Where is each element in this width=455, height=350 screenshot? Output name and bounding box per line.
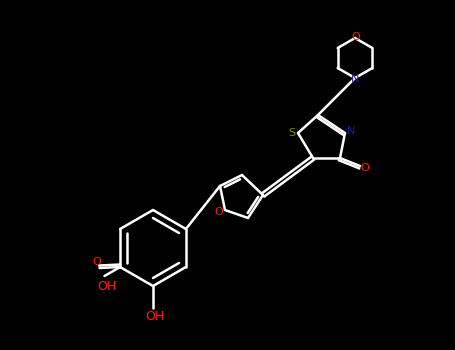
Text: O: O bbox=[361, 163, 369, 173]
Text: N: N bbox=[347, 126, 355, 136]
Text: OH: OH bbox=[97, 280, 116, 293]
Text: O: O bbox=[352, 32, 360, 42]
Text: OH: OH bbox=[146, 309, 165, 322]
Text: N: N bbox=[351, 74, 359, 84]
Text: O: O bbox=[92, 257, 101, 267]
Text: S: S bbox=[288, 128, 296, 138]
Text: O: O bbox=[215, 207, 223, 217]
